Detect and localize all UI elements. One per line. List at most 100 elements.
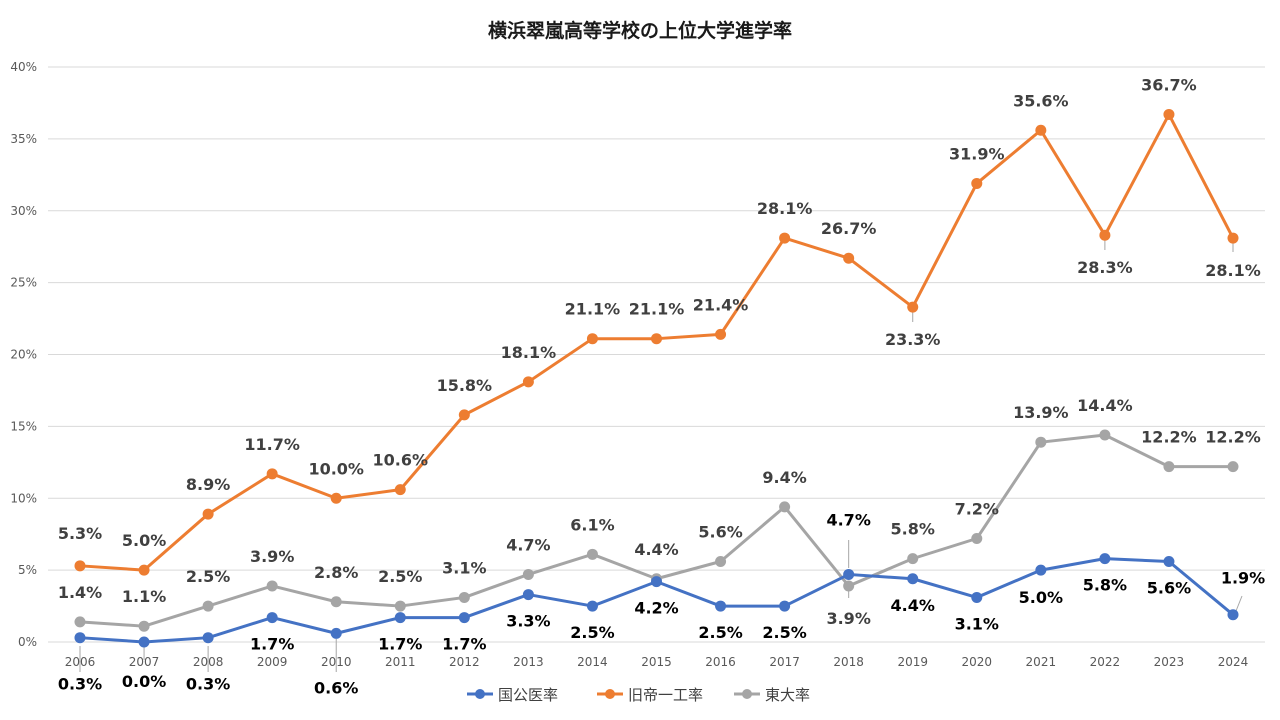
data-point [907, 553, 919, 565]
data-point [394, 484, 406, 496]
legend-item[interactable]: 旧帝一工率 [597, 686, 703, 704]
legend-label: 東大率 [765, 686, 810, 704]
data-label: 3.9% [826, 609, 870, 628]
legend[interactable]: 国公医率 旧帝一工率 東大率 [467, 686, 810, 704]
data-label: 28.1% [1205, 261, 1261, 280]
data-label: 13.9% [1013, 403, 1069, 422]
legend-item[interactable]: 東大率 [734, 686, 810, 704]
data-label: 8.9% [186, 475, 230, 494]
data-label: 0.0% [122, 672, 166, 691]
data-point [74, 632, 86, 644]
data-point [1227, 461, 1239, 473]
data-point [202, 632, 214, 644]
data-point [202, 600, 214, 612]
data-point [586, 600, 598, 612]
data-label: 6.1% [570, 515, 614, 534]
x-tick-label: 2021 [1026, 655, 1057, 669]
data-label: 14.4% [1077, 396, 1133, 415]
data-label: 12.2% [1205, 428, 1261, 447]
data-point [1163, 556, 1175, 567]
x-tick-label: 2013 [513, 655, 544, 669]
data-label: 5.8% [891, 520, 935, 539]
data-label: 5.6% [1147, 579, 1191, 598]
data-point [522, 589, 534, 601]
data-point [1099, 429, 1111, 441]
legend-label: 国公医率 [498, 686, 558, 704]
x-tick-label: 2023 [1154, 655, 1185, 669]
data-point [330, 492, 342, 504]
data-label: 5.8% [1083, 576, 1127, 595]
series-1 [74, 108, 1239, 576]
x-tick-label: 2022 [1090, 655, 1121, 669]
data-label: 4.7% [506, 535, 550, 554]
data-label: 4.4% [634, 540, 678, 559]
y-tick-label: 5% [18, 563, 37, 577]
data-point [1163, 461, 1175, 473]
data-point [907, 573, 919, 585]
data-label: 2.5% [698, 623, 742, 642]
data-label: 5.6% [698, 523, 742, 542]
data-label: 10.6% [373, 451, 429, 470]
data-point [651, 333, 662, 345]
legend-marker [742, 689, 752, 699]
data-point [1035, 436, 1047, 448]
data-point [522, 568, 534, 580]
data-point [651, 576, 662, 588]
data-label: 2.5% [378, 567, 422, 586]
y-tick-label: 40% [10, 60, 37, 74]
data-label: 18.1% [501, 343, 557, 362]
data-label: 23.3% [885, 330, 941, 349]
data-point [74, 616, 86, 628]
y-tick-label: 25% [10, 276, 37, 290]
y-tick-label: 10% [10, 491, 37, 505]
data-point [1227, 609, 1239, 621]
data-label: 26.7% [821, 219, 877, 238]
data-label: 5.0% [122, 531, 166, 550]
y-tick-label: 30% [10, 204, 37, 218]
data-label: 5.3% [58, 524, 102, 543]
data-label: 4.4% [891, 596, 935, 615]
x-tick-label: 2009 [257, 655, 288, 669]
data-point [1099, 229, 1111, 241]
data-label: 4.2% [634, 599, 678, 618]
data-label: 21.1% [629, 300, 685, 319]
data-point [330, 627, 342, 639]
data-point [202, 508, 214, 520]
data-point [843, 568, 855, 580]
data-point [458, 591, 470, 603]
data-label: 36.7% [1141, 75, 1197, 94]
x-axis-ticks: 2006 2007 2008 2009 2010 2011 2012 2013 2014 2015… [65, 655, 1249, 669]
legend-marker [605, 689, 615, 699]
data-label: 2.5% [762, 623, 806, 642]
data-label: 9.4% [762, 468, 806, 487]
data-label: 3.1% [442, 558, 486, 577]
data-label: 3.9% [250, 547, 294, 566]
data-label: 1.7% [378, 635, 422, 654]
data-point [522, 376, 534, 388]
y-tick-label: 20% [10, 348, 37, 362]
x-tick-label: 2011 [385, 655, 416, 669]
data-label: 1.7% [250, 635, 294, 654]
data-label: 1.1% [122, 587, 166, 606]
x-tick-label: 2020 [962, 655, 993, 669]
data-point [779, 232, 791, 244]
legend-item[interactable]: 国公医率 [467, 686, 558, 704]
data-point [1035, 124, 1047, 136]
y-axis-ticks: 0% 5% 10% 15% 20% 25% 30% 35% 40% [10, 60, 37, 649]
data-label: 21.1% [565, 300, 621, 319]
data-point [971, 177, 983, 189]
data-point [74, 560, 86, 572]
data-point [1163, 108, 1175, 120]
data-label: 0.6% [314, 678, 358, 697]
x-tick-label: 2016 [705, 655, 736, 669]
data-label: 31.9% [949, 144, 1005, 163]
data-point [266, 612, 278, 624]
data-label: 1.9% [1221, 569, 1265, 588]
data-label: 4.7% [826, 510, 870, 529]
x-tick-label: 2018 [833, 655, 864, 669]
x-tick-label: 2014 [577, 655, 608, 669]
data-point [779, 501, 791, 513]
data-label: 1.7% [442, 635, 486, 654]
label-leader-lines [79, 240, 1243, 672]
